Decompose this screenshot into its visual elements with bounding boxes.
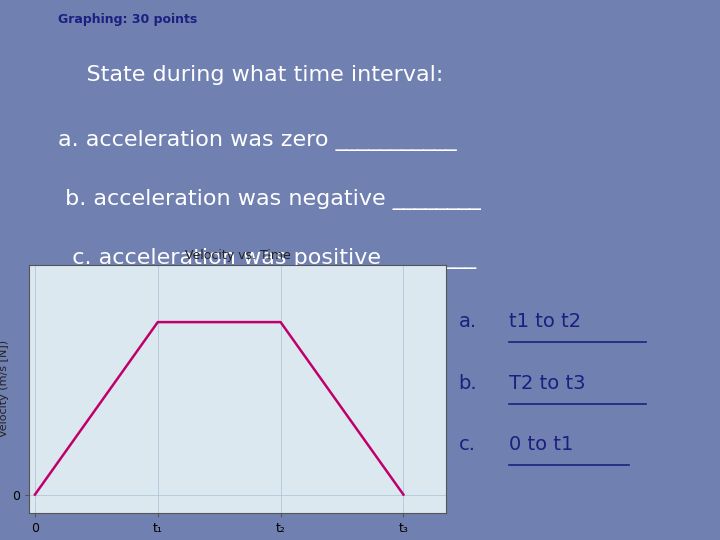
Text: b.: b. [459, 374, 477, 393]
Text: c. acceleration was positive ________: c. acceleration was positive ________ [58, 248, 476, 269]
Text: b. acceleration was negative ________: b. acceleration was negative ________ [58, 189, 480, 210]
Text: a. acceleration was zero ___________: a. acceleration was zero ___________ [58, 130, 456, 151]
Text: Graphing: 30 points: Graphing: 30 points [58, 14, 197, 26]
Text: T2 to t3: T2 to t3 [509, 374, 585, 393]
Text: t1 to t2: t1 to t2 [509, 312, 581, 332]
Y-axis label: Velocity (m/s [N]): Velocity (m/s [N]) [0, 340, 9, 437]
Title: Velocity vs. Time: Velocity vs. Time [185, 249, 290, 262]
Text: c.: c. [459, 435, 476, 455]
Text: a.: a. [459, 312, 477, 332]
Text: 0 to t1: 0 to t1 [509, 435, 573, 455]
Text: State during what time interval:: State during what time interval: [58, 65, 443, 85]
